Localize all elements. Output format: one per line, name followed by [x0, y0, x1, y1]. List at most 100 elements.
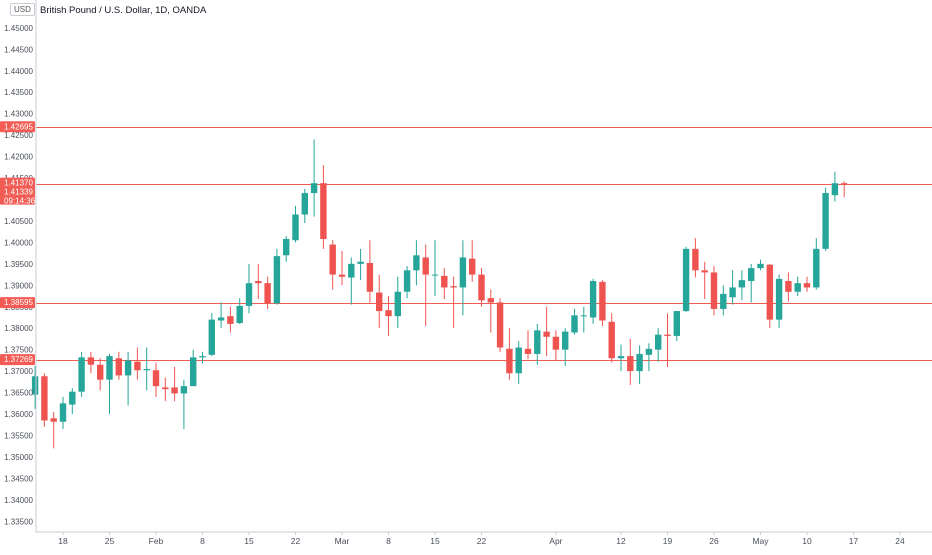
candle[interactable] [320, 165, 327, 249]
candle[interactable] [785, 272, 792, 302]
candle[interactable] [422, 244, 429, 327]
candle[interactable] [208, 313, 215, 357]
candle[interactable] [571, 308, 578, 335]
candle[interactable] [478, 268, 485, 307]
candle[interactable] [413, 240, 420, 286]
candle[interactable] [394, 276, 401, 329]
candle[interactable] [487, 289, 494, 333]
y-tick-label: 1.36500 [4, 389, 33, 398]
candle[interactable] [329, 240, 336, 290]
candle[interactable] [357, 248, 364, 281]
candle[interactable] [283, 235, 290, 262]
candle[interactable] [636, 345, 643, 384]
candle[interactable] [78, 351, 85, 397]
candle[interactable] [645, 343, 653, 372]
candle[interactable] [403, 266, 411, 299]
candle[interactable] [813, 238, 820, 290]
candle[interactable] [106, 353, 113, 415]
candle[interactable] [50, 411, 57, 449]
candle[interactable] [31, 365, 39, 409]
candle[interactable] [87, 351, 95, 374]
candle[interactable] [710, 266, 718, 316]
candle[interactable] [552, 330, 560, 361]
candle[interactable] [376, 274, 383, 329]
candle[interactable] [171, 366, 178, 402]
candle[interactable] [496, 298, 504, 352]
candle[interactable] [757, 259, 764, 271]
candle[interactable] [134, 347, 141, 380]
candle[interactable] [338, 250, 346, 286]
candle[interactable] [366, 240, 374, 303]
candle[interactable] [748, 263, 755, 303]
candle[interactable] [245, 263, 253, 314]
candle[interactable] [180, 379, 188, 430]
candle[interactable] [162, 377, 169, 402]
candle[interactable] [190, 349, 197, 387]
candle-body [469, 258, 476, 275]
candle[interactable] [143, 347, 150, 391]
candle[interactable] [41, 373, 48, 427]
candle[interactable] [794, 276, 801, 297]
candle[interactable] [655, 328, 662, 362]
candle[interactable] [236, 298, 243, 324]
candle[interactable] [729, 270, 736, 305]
candle[interactable] [608, 313, 615, 363]
candle[interactable] [227, 306, 234, 333]
candle[interactable] [292, 205, 299, 243]
candle[interactable] [543, 306, 550, 357]
currency-badge[interactable]: USD [10, 3, 35, 16]
chart-title: British Pound / U.S. Dollar, 1D, OANDA [40, 5, 207, 16]
candle[interactable] [515, 341, 522, 384]
candle[interactable] [664, 313, 671, 367]
candle[interactable] [264, 276, 271, 309]
candle[interactable] [822, 187, 829, 251]
candle[interactable] [310, 139, 318, 217]
candle[interactable] [459, 240, 467, 316]
candle-body [822, 193, 829, 249]
candle[interactable] [673, 311, 680, 342]
candle[interactable] [124, 351, 132, 406]
candle[interactable] [766, 263, 773, 329]
candle[interactable] [152, 362, 160, 397]
candle[interactable] [831, 171, 839, 202]
candle-body [599, 281, 606, 321]
candle[interactable] [301, 188, 308, 224]
candle[interactable] [627, 338, 634, 385]
x-tick-label: Feb [149, 536, 164, 546]
candle[interactable] [775, 274, 783, 329]
candle[interactable] [506, 328, 513, 380]
candle[interactable] [841, 181, 848, 198]
candle[interactable] [738, 270, 746, 301]
candle[interactable] [692, 238, 699, 278]
candle[interactable] [385, 296, 392, 336]
candle[interactable] [115, 351, 122, 380]
candle-body [236, 305, 243, 324]
candle[interactable] [199, 351, 206, 364]
candle[interactable] [562, 328, 569, 366]
candle[interactable] [469, 240, 476, 282]
candle[interactable] [450, 276, 457, 329]
candle[interactable] [69, 388, 76, 415]
candle[interactable] [701, 261, 708, 300]
candle[interactable] [348, 257, 355, 305]
candle[interactable] [720, 285, 727, 316]
candle[interactable] [97, 358, 104, 391]
candle[interactable] [682, 246, 690, 312]
candle[interactable] [59, 396, 67, 430]
candle[interactable] [431, 240, 439, 297]
candle[interactable] [534, 323, 541, 365]
candle[interactable] [599, 280, 606, 327]
candle[interactable] [803, 276, 811, 292]
candle[interactable] [273, 248, 281, 305]
candle[interactable] [255, 263, 262, 300]
candle[interactable] [441, 268, 448, 300]
candle[interactable] [617, 344, 625, 372]
candle[interactable] [589, 278, 597, 324]
candle-body [450, 286, 457, 288]
candle[interactable] [217, 302, 225, 329]
candle-body [655, 334, 662, 350]
candle[interactable] [524, 330, 532, 360]
candle[interactable] [580, 306, 587, 333]
